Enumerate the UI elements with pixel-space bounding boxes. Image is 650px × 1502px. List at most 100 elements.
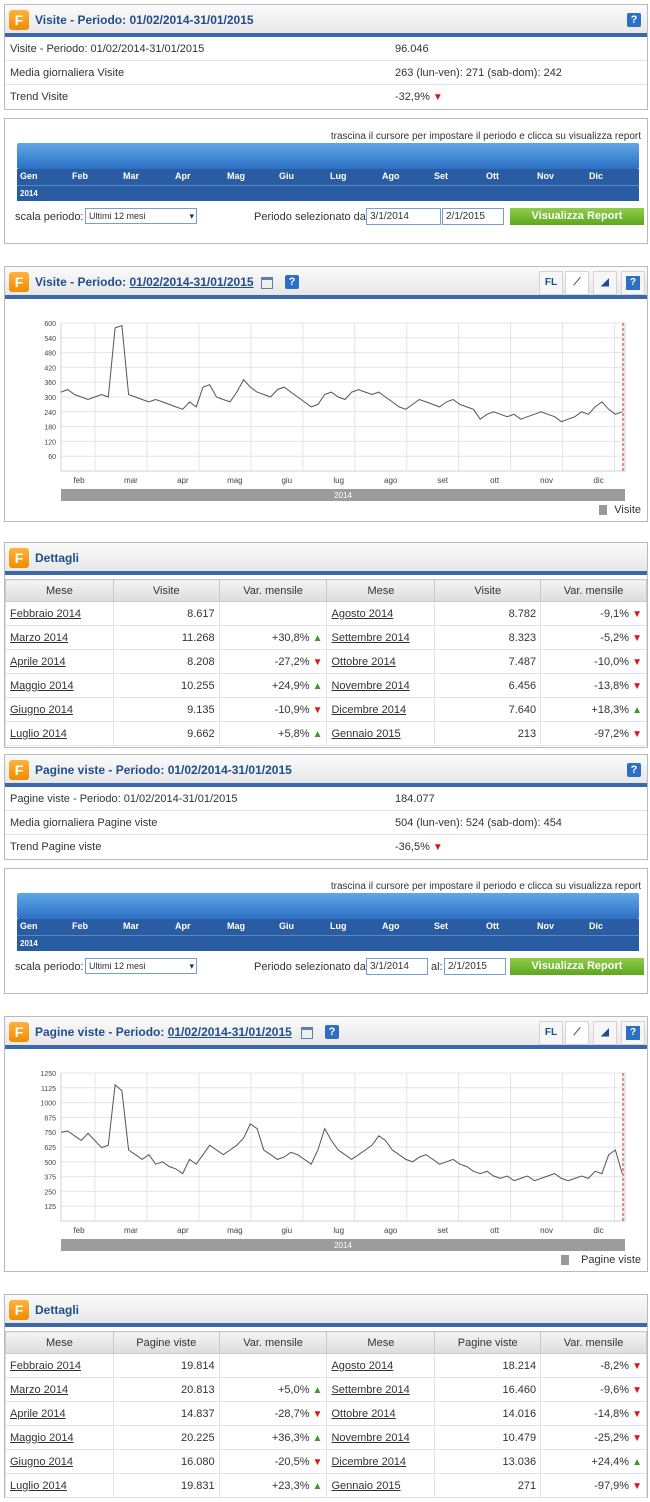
scale-select[interactable]: Ultimi 12 mesi ▾: [85, 208, 197, 224]
summary-row: Trend Pagine viste -36,5% ▼: [5, 835, 647, 859]
month-link[interactable]: Marzo 2014: [10, 631, 69, 644]
fl-button[interactable]: FL: [539, 1021, 563, 1045]
x-axis-band: [61, 489, 625, 501]
month-link[interactable]: Settembre 2014: [331, 631, 410, 644]
month-link[interactable]: Agosto 2014: [331, 1359, 394, 1372]
month-cell: Marzo 2014: [5, 625, 114, 650]
table-header-row: Mese Visite Var. mensile Mese Visite Var. men…: [5, 579, 647, 602]
pagine-chart-panel: F Pagine viste - Periodo: 01/02/2014-31/…: [4, 1016, 648, 1272]
legend-swatch: [561, 1255, 569, 1265]
month-link[interactable]: Maggio 2014: [10, 1431, 74, 1444]
value-cell: 8.782: [434, 601, 542, 626]
column-header: Var. mensile: [540, 1331, 647, 1354]
period-slider-track[interactable]: [17, 143, 639, 169]
y-tick-label: 375: [44, 1175, 56, 1182]
help-icon[interactable]: ?: [285, 275, 299, 289]
y-tick-label: 360: [44, 380, 56, 387]
panel-header: F Dettagli: [5, 1295, 647, 1327]
help-icon[interactable]: ?: [621, 1021, 645, 1045]
line-chart-icon[interactable]: ⟋: [565, 1021, 589, 1045]
month-cell: Maggio 2014: [5, 673, 114, 698]
x-tick-label: mag: [227, 1226, 243, 1235]
to-date-input[interactable]: 2/1/2015: [444, 958, 506, 975]
month-link[interactable]: Maggio 2014: [10, 679, 74, 692]
from-date-input[interactable]: 3/1/2014: [366, 958, 428, 975]
variation-cell: -27,2% ▼: [218, 649, 328, 674]
y-tick-label: 300: [44, 395, 56, 402]
calendar-icon[interactable]: [301, 1027, 313, 1039]
dettagli-table: Mese Pagine viste Var. mensile Mese Pagine v…: [5, 1331, 647, 1498]
variation-cell: -9,1% ▼: [540, 601, 647, 626]
month-link[interactable]: Novembre 2014: [331, 1431, 410, 1444]
value-cell: 20.813: [112, 1377, 220, 1402]
month-link[interactable]: Aprile 2014: [10, 655, 66, 668]
month-link[interactable]: Gennaio 2015: [331, 1479, 401, 1492]
panel-header: F Pagine viste - Periodo: 01/02/2014-31/…: [5, 755, 647, 787]
y-tick-label: 420: [44, 365, 56, 372]
variation-text: -9,1%: [600, 607, 630, 620]
month-link[interactable]: Febbraio 2014: [10, 1359, 81, 1372]
to-date-input[interactable]: 2/1/2015: [442, 208, 504, 225]
line-chart-icon[interactable]: ⟋: [565, 271, 589, 295]
month-link[interactable]: Novembre 2014: [331, 679, 410, 692]
help-icon[interactable]: ?: [621, 271, 645, 295]
month-label: Dic: [589, 921, 604, 931]
month-link[interactable]: Giugno 2014: [10, 703, 73, 716]
variation-text: -97,2%: [594, 727, 630, 740]
from-date-input[interactable]: 3/1/2014: [366, 208, 441, 225]
summary-label: Trend Visite: [10, 91, 69, 103]
table-row: Febbraio 2014 8.617 Agosto 2014 8.782 -9…: [5, 601, 647, 626]
month-label: Ago: [382, 921, 400, 931]
variation-cell: -97,2% ▼: [540, 721, 647, 746]
trend-down-icon: ▼: [632, 1480, 642, 1492]
summary-value: 263 (lun-ven): 271 (sab-dom): 242: [395, 67, 562, 79]
help-icon[interactable]: ?: [325, 1025, 339, 1039]
title-date-link[interactable]: 01/02/2014-31/01/2015: [129, 275, 254, 289]
month-link[interactable]: Dicembre 2014: [331, 703, 407, 716]
month-label: Ott: [486, 921, 499, 931]
variation-cell: -28,7% ▼: [218, 1401, 328, 1426]
help-icon[interactable]: ?: [627, 13, 641, 27]
month-link[interactable]: Aprile 2014: [10, 1407, 66, 1420]
month-link[interactable]: Ottobre 2014: [331, 655, 396, 668]
area-chart-icon[interactable]: ◢: [593, 1021, 617, 1045]
month-link[interactable]: Giugno 2014: [10, 1455, 73, 1468]
variation-cell: +24,9% ▲: [218, 673, 328, 698]
variation-text: -10,0%: [594, 655, 630, 668]
month-link[interactable]: Dicembre 2014: [331, 1455, 407, 1468]
month-label: Apr: [175, 171, 191, 181]
variation-text: -25,2%: [594, 1431, 630, 1444]
month-link[interactable]: Luglio 2014: [10, 1479, 67, 1492]
variation-cell: +5,0% ▲: [218, 1377, 328, 1402]
x-axis-band: [61, 1239, 625, 1251]
y-tick-label: 180: [44, 425, 56, 432]
variation-cell: -13,8% ▼: [540, 673, 647, 698]
panel-title: Visite - Periodo: 01/02/2014-31/01/2015: [35, 275, 254, 289]
month-link[interactable]: Gennaio 2015: [331, 727, 401, 740]
table-row: Febbraio 2014 19.814 Agosto 2014 18.214 …: [5, 1353, 647, 1378]
variation-text: -8,2%: [600, 1359, 630, 1372]
title-date-link[interactable]: 01/02/2014-31/01/2015: [167, 1025, 292, 1039]
period-slider-track[interactable]: [17, 893, 639, 919]
value-cell: 9.135: [112, 697, 220, 722]
visualizza-report-button[interactable]: Visualizza Report: [510, 208, 644, 225]
month-link[interactable]: Ottobre 2014: [331, 1407, 396, 1420]
scale-label: scala periodo:: [15, 211, 84, 223]
month-label: Nov: [537, 171, 555, 181]
month-link[interactable]: Marzo 2014: [10, 1383, 69, 1396]
scale-label: scala periodo:: [15, 961, 84, 973]
panel-header: F Visite - Periodo: 01/02/2014-31/01/201…: [5, 267, 647, 299]
month-link[interactable]: Febbraio 2014: [10, 607, 81, 620]
area-chart-icon[interactable]: ◢: [593, 271, 617, 295]
month-label: Feb: [72, 171, 89, 181]
variation-cell: -25,2% ▼: [540, 1425, 647, 1450]
visite-chart-panel: F Visite - Periodo: 01/02/2014-31/01/201…: [4, 266, 648, 522]
scale-select[interactable]: Ultimi 12 mesi ▾: [85, 958, 197, 974]
visualizza-report-button[interactable]: Visualizza Report: [510, 958, 644, 975]
calendar-icon[interactable]: [261, 277, 273, 289]
month-link[interactable]: Settembre 2014: [331, 1383, 410, 1396]
help-icon[interactable]: ?: [627, 763, 641, 777]
month-link[interactable]: Luglio 2014: [10, 727, 67, 740]
month-link[interactable]: Agosto 2014: [331, 607, 394, 620]
fl-button[interactable]: FL: [539, 271, 563, 295]
